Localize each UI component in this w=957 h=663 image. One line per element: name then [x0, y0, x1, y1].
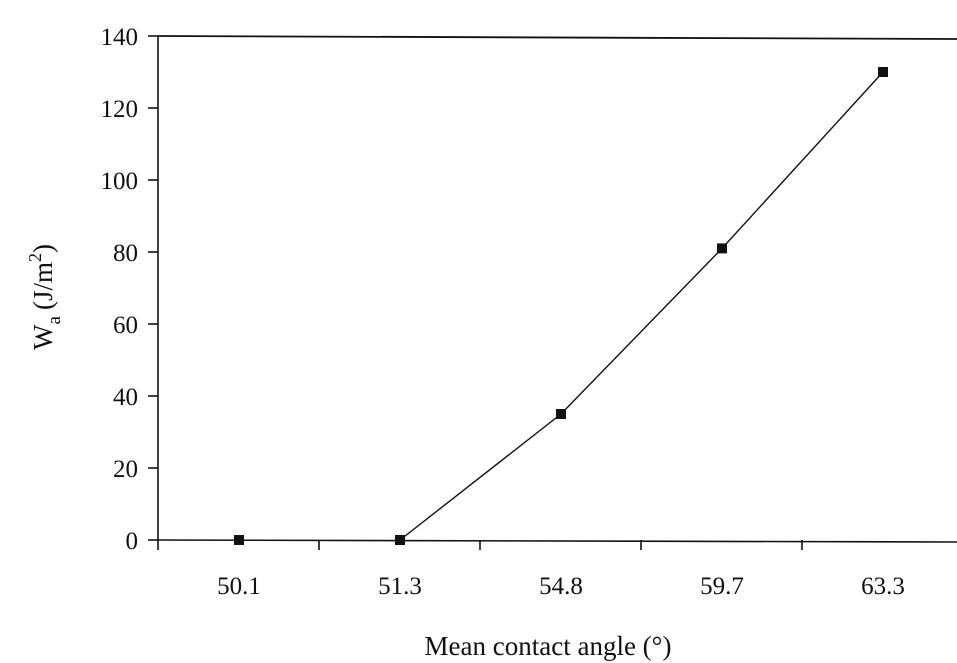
data-point	[234, 535, 244, 545]
data-point	[717, 243, 727, 254]
y-tick-label: 40	[113, 384, 138, 411]
y-axis-title: Wa (J/m2)	[25, 244, 65, 350]
x-axis-title: Mean contact angle (°)	[425, 631, 672, 661]
x-tick-label: 51.3	[378, 573, 422, 600]
x-tick-label: 54.8	[539, 573, 583, 600]
data-point	[395, 535, 405, 545]
plot-top-border	[157, 35, 957, 40]
data-point	[556, 409, 566, 419]
y-tick-label: 80	[113, 240, 138, 267]
x-tick-label: 50.1	[217, 573, 261, 600]
y-axis-title-unit-close: )	[28, 244, 58, 253]
y-axis-title-unit: (J/m	[28, 262, 58, 310]
y-axis: 0 20 40 60 80 100 120 140	[101, 24, 159, 555]
y-tick-label: 60	[113, 312, 138, 339]
y-axis-title-superscript: 2	[25, 253, 45, 262]
y-tick-label: 140	[101, 24, 139, 51]
series-group	[234, 67, 888, 545]
y-tick-label: 100	[101, 168, 139, 195]
y-tick-label: 0	[126, 528, 139, 555]
y-axis-title-main: W	[28, 324, 58, 350]
y-tick-label: 20	[113, 456, 138, 483]
x-axis-line	[157, 539, 957, 543]
data-point	[878, 67, 888, 77]
x-axis: 50.1 51.3 54.8 59.7 63.3	[157, 539, 957, 600]
series-line	[399, 71, 884, 541]
plot-frame	[157, 35, 957, 40]
x-tick-label: 63.3	[861, 573, 905, 600]
y-axis-title-subscript: a	[44, 315, 65, 324]
y-tick-label: 120	[101, 96, 139, 123]
x-tick-label: 59.7	[700, 573, 744, 600]
